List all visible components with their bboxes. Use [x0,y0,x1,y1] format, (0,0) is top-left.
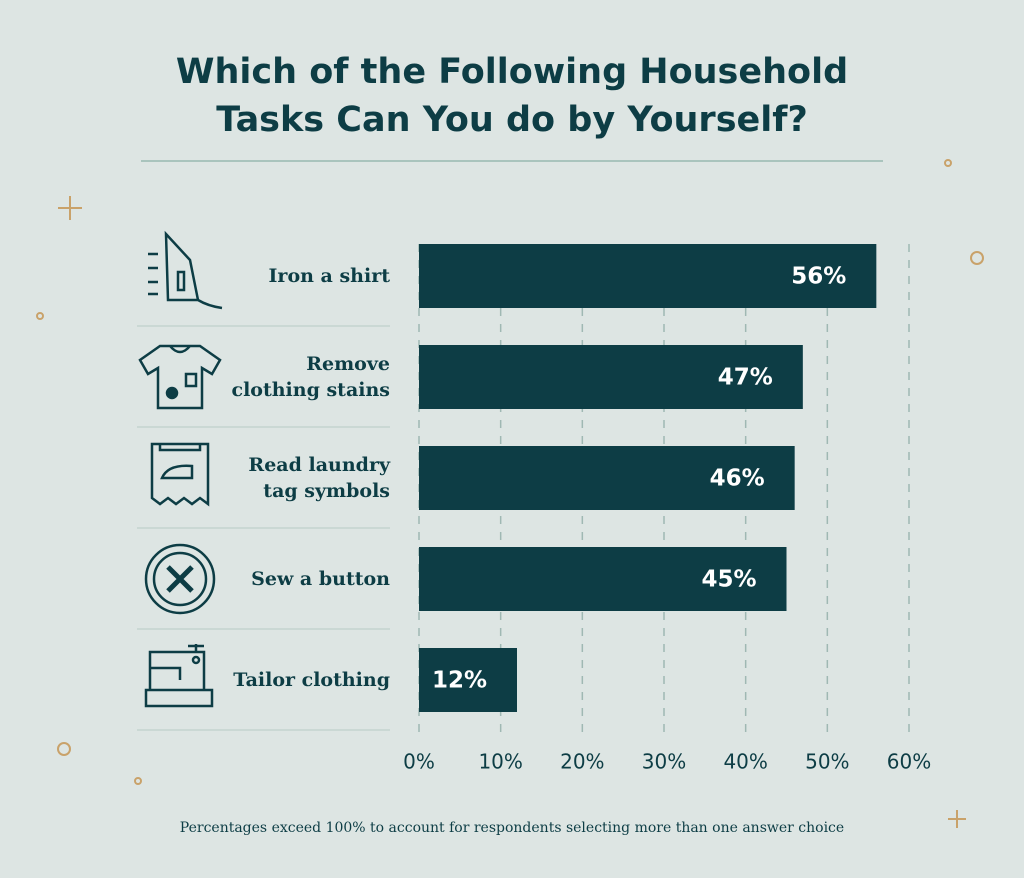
x-tick-label: 60% [887,750,931,774]
x-tick-label: 50% [805,750,849,774]
bar [419,446,795,510]
value-label: 47% [718,365,773,391]
bar [419,244,877,308]
value-label: 12% [432,668,487,694]
value-label: 56% [791,264,846,290]
x-tick-label: 10% [478,750,522,774]
value-label: 45% [701,567,756,593]
icons [138,230,223,708]
bar [419,648,517,712]
x-tick-label: 20% [560,750,604,774]
chart-title: Which of the Following Household Tasks C… [175,52,849,140]
x-tick-label: 0% [403,750,435,774]
value-label: 46% [710,466,765,492]
category-label: Tailor clothing [233,669,390,691]
category-label: Iron a shirt [268,265,390,287]
bar [419,345,803,409]
footnote: Percentages exceed 100% to account for r… [179,820,845,836]
category-label: Sew a button [251,568,390,590]
x-tick-label: 40% [723,750,767,774]
decorations [36,159,984,828]
category-label: Read laundry tag symbols [248,454,390,502]
bar [419,547,787,611]
category-label: Remove clothing stains [231,353,391,401]
x-tick-label: 30% [642,750,686,774]
